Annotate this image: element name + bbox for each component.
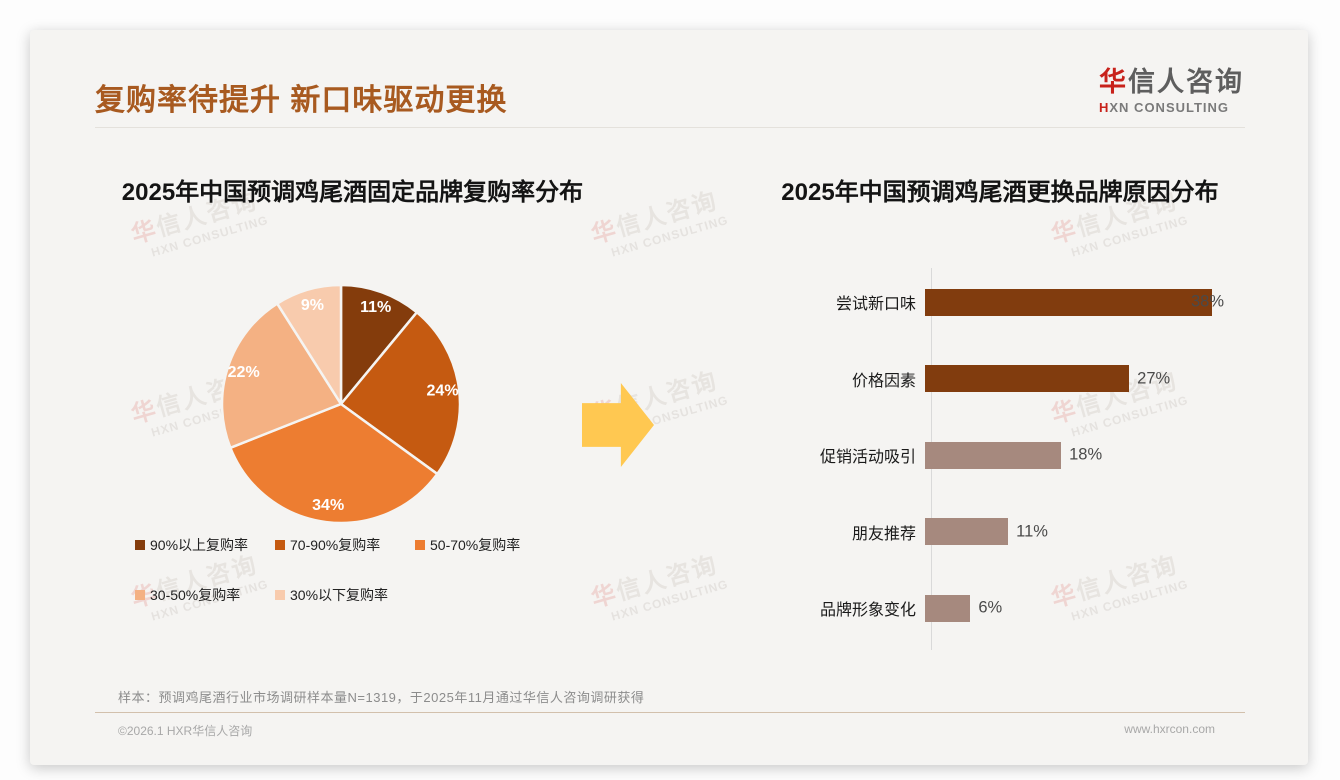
bar-chart-title: 2025年中国预调鸡尾酒更换品牌原因分布 xyxy=(781,179,1219,206)
pie-chart-title: 2025年中国预调鸡尾酒固定品牌复购率分布 xyxy=(121,179,584,206)
pie-slice-label: 34% xyxy=(312,497,344,514)
bar-row: 价格因素 27% xyxy=(730,341,1290,418)
logo-en-gray-chars: XN CONSULTING xyxy=(1109,100,1230,115)
legend-swatch xyxy=(415,540,425,550)
website-url: www.hxrcon.com xyxy=(1124,722,1215,736)
bar-track: 38% xyxy=(925,288,1235,316)
bar-category-label: 促销活动吸引 xyxy=(819,449,916,467)
legend-item: 70-90%复购率 xyxy=(275,535,415,555)
bar-track: 27% xyxy=(925,365,1235,393)
bar-category-label: 尝试新口味 xyxy=(835,296,916,314)
bar-value-label: 27% xyxy=(1137,369,1171,388)
legend-item: 30%以下复购率 xyxy=(275,585,415,605)
pie-slice xyxy=(339,311,462,476)
bar-category-label: 朋友推荐 xyxy=(851,525,916,543)
slide-card: 华信人咨询 HXN CONSULTING 华信人咨询 HXN CONSULTING 华信… xyxy=(30,30,1308,765)
pie-slice xyxy=(339,283,419,406)
bar xyxy=(925,594,971,622)
pie-slice xyxy=(229,402,439,525)
bar-value-label: 18% xyxy=(1069,445,1103,464)
legend-swatch xyxy=(275,590,285,600)
bar-value-label: 6% xyxy=(978,598,1003,617)
pie-slice-label: 24% xyxy=(427,383,459,400)
bar xyxy=(925,518,1009,546)
bar-category-label: 品牌形象变化 xyxy=(819,602,916,620)
bar-track: 11% xyxy=(925,518,1235,546)
bar-value-label: 11% xyxy=(1016,522,1048,541)
legend-label: 30%以下复购率 xyxy=(290,587,389,603)
bar xyxy=(925,441,1062,469)
pie-slice xyxy=(275,283,343,406)
bar-chart: 尝试新口味 38% 价格因素 27% 促销活动吸引 18% 朋友推荐 11% 品牌形象变化 6% xyxy=(730,264,1290,647)
legend-label: 30-50%复购率 xyxy=(150,587,241,603)
company-logo: 华信人咨询 HXN CONSULTING xyxy=(1099,60,1244,115)
bar-row: 朋友推荐 11% xyxy=(730,494,1290,571)
legend-swatch xyxy=(275,540,285,550)
pie-slice xyxy=(220,302,343,450)
pie-slice-label: 9% xyxy=(301,297,324,314)
legend-item: 50-70%复购率 xyxy=(415,535,555,555)
copyright-text: ©2026.1 HXR华信人咨询 xyxy=(118,724,253,738)
logo-en-red-char: H xyxy=(1099,100,1110,115)
bar-track: 18% xyxy=(925,441,1235,469)
logo-english-text: HXN CONSULTING xyxy=(1099,100,1244,115)
logo-zh-gray-chars: 信人咨询 xyxy=(1128,67,1244,97)
pie-chart: 11% 24% 34% 22% 9% xyxy=(220,283,462,525)
pie-legend: 90%以上复购率 70-90%复购率 50-70%复购率 30-50%复购率 30%以下… xyxy=(135,535,580,635)
sample-footnote: 样本：预调鸡尾酒行业市场调研样本量N=1319，于2025年11月通过华信人咨询… xyxy=(118,690,645,705)
page-title: 复购率待提升 新口味驱动更换 xyxy=(95,84,508,117)
legend-label: 50-70%复购率 xyxy=(430,537,521,553)
bar xyxy=(925,365,1130,393)
legend-label: 90%以上复购率 xyxy=(150,537,249,553)
right-arrow-icon xyxy=(582,383,654,467)
bar-value-label: 38% xyxy=(1191,292,1225,311)
bar-row: 尝试新口味 38% xyxy=(730,264,1290,341)
legend-swatch xyxy=(135,540,145,550)
pie-slice-label: 11% xyxy=(360,299,391,316)
legend-label: 70-90%复购率 xyxy=(290,537,381,553)
bar-row: 促销活动吸引 18% xyxy=(730,417,1290,494)
pie-slice-label: 22% xyxy=(228,364,260,381)
bar-track: 6% xyxy=(925,594,1235,622)
bar-row: 品牌形象变化 6% xyxy=(730,570,1290,647)
bar-category-label: 价格因素 xyxy=(851,372,916,390)
legend-item: 90%以上复购率 xyxy=(135,535,275,555)
legend-swatch xyxy=(135,590,145,600)
footer-divider xyxy=(95,712,1245,713)
legend-item: 30-50%复购率 xyxy=(135,585,275,605)
logo-chinese-text: 华信人咨询 xyxy=(1099,60,1244,99)
logo-zh-red-char: 华 xyxy=(1099,67,1128,97)
bar xyxy=(925,288,1213,316)
title-divider xyxy=(95,127,1245,128)
